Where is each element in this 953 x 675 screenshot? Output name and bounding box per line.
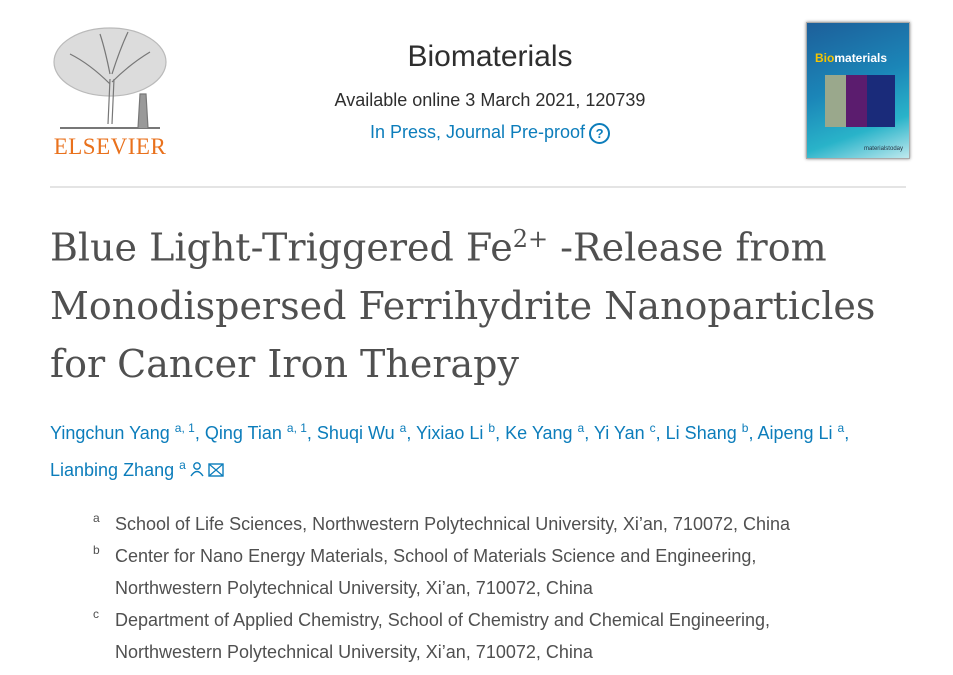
- author-link[interactable]: Lianbing Zhang a: [50, 458, 186, 480]
- author-list: Yingchun Yang a, 1, Qing Tian a, 1, Shuq…: [50, 412, 920, 487]
- author-affiliation-sup: b: [488, 421, 496, 435]
- affiliations: a School of Life Sciences, Northwestern P…: [93, 508, 913, 668]
- author-link[interactable]: Yixiao Li b: [416, 421, 496, 443]
- author-separator: ,: [844, 423, 850, 443]
- author-name: Yi Yan: [593, 423, 645, 443]
- author-link[interactable]: Shuqi Wu a: [316, 421, 407, 443]
- author-link[interactable]: Aipeng Li a: [757, 421, 845, 443]
- affiliation-text: School of Life Sciences, Northwestern Po…: [115, 514, 791, 534]
- author-separator: ,: [406, 423, 417, 443]
- article-title: Blue Light-Triggered Fe2+ -Release from …: [50, 225, 876, 386]
- author-name: Yingchun Yang: [50, 423, 170, 443]
- affiliation-c: c Department of Applied Chemistry, School…: [93, 604, 913, 668]
- author-affiliation-sup: a, 1: [174, 421, 195, 435]
- affiliation-text: Northwestern Polytechnical University, X…: [115, 642, 593, 662]
- author-name: Ke Yang: [505, 423, 573, 443]
- affiliation-label: c: [93, 607, 99, 621]
- author-link[interactable]: Yingchun Yang a, 1: [50, 421, 195, 443]
- affiliation-text: Center for Nano Energy Materials, School…: [115, 546, 757, 566]
- author-separator: ,: [584, 423, 594, 443]
- status-link-label: In Press, Journal Pre-proof: [369, 122, 586, 142]
- author-link[interactable]: Li Shang b: [665, 421, 749, 443]
- elsevier-wordmark: ELSEVIER: [53, 134, 167, 159]
- author-name: Aipeng Li: [757, 423, 833, 443]
- affiliation-text: Department of Applied Chemistry, School …: [115, 610, 770, 630]
- cover-footer: materialstoday: [863, 146, 903, 152]
- author-affiliation-sup: a: [399, 421, 407, 435]
- author-separator: ,: [306, 423, 317, 443]
- author-separator: ,: [194, 423, 205, 443]
- availability-info: Available online 3 March 2021, 120739: [334, 90, 646, 110]
- author-name: Lianbing Zhang: [50, 460, 175, 480]
- cover-figure: [825, 75, 895, 127]
- author-name: Qing Tian: [204, 423, 282, 443]
- affiliation-label: b: [93, 543, 100, 557]
- affiliation-b: b Center for Nano Energy Materials, Schoo…: [93, 540, 913, 604]
- author-name: Yixiao Li: [416, 423, 484, 443]
- status-link[interactable]: In Press, Journal Pre-proof?: [250, 122, 730, 144]
- author-affiliation-sup: b: [741, 421, 749, 435]
- author-separator: ,: [655, 423, 666, 443]
- question-circle-icon[interactable]: ?: [589, 122, 611, 144]
- author-separator: ,: [748, 423, 758, 443]
- author-affiliation-sup: c: [649, 421, 656, 435]
- author-affiliation-sup: a, 1: [286, 421, 307, 435]
- author-link[interactable]: Ke Yang a: [505, 421, 585, 443]
- author-link[interactable]: Qing Tian a, 1: [204, 421, 307, 443]
- affiliation-a: a School of Life Sciences, Northwestern P…: [93, 508, 913, 540]
- divider: [50, 186, 906, 188]
- affiliation-text: Northwestern Polytechnical University, X…: [115, 578, 593, 598]
- author-name: Li Shang: [665, 423, 737, 443]
- journal-cover[interactable]: Biomaterials materialstoday: [806, 22, 910, 159]
- person-icon[interactable]: [189, 455, 205, 487]
- author-affiliation-sup: a: [577, 421, 585, 435]
- author-separator: ,: [495, 423, 506, 443]
- author-affiliation-sup: a: [837, 421, 845, 435]
- author-link[interactable]: Yi Yan c: [593, 421, 656, 443]
- author-affiliation-sup: a: [179, 458, 186, 472]
- affiliation-label: a: [93, 511, 100, 525]
- email-icon[interactable]: [208, 455, 224, 487]
- tree-icon: [53, 27, 167, 129]
- elsevier-logo[interactable]: ELSEVIER: [50, 24, 170, 160]
- journal-title[interactable]: Biomaterials: [407, 40, 573, 73]
- author-name: Shuqi Wu: [316, 423, 395, 443]
- cover-title: Biomaterials: [815, 51, 888, 65]
